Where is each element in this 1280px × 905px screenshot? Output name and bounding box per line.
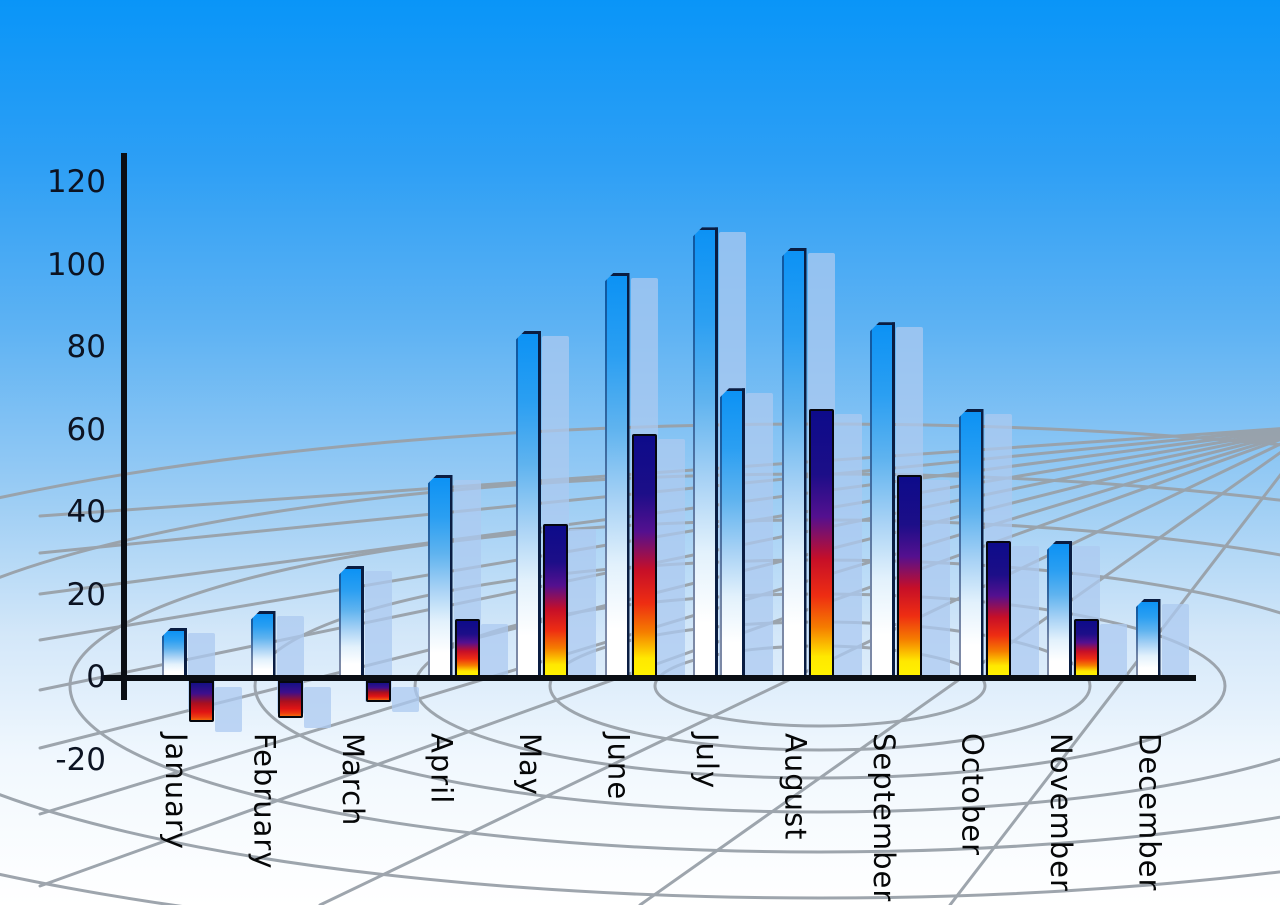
- bar-secondary-october: [985, 540, 1011, 677]
- bar-primary-february: [250, 611, 276, 677]
- x-label-february: February: [247, 733, 282, 870]
- y-tick-label-20: 20: [66, 576, 106, 613]
- y-tick-label-120: 120: [46, 164, 106, 200]
- x-label-may: May: [513, 733, 547, 796]
- y-tick-label--20: -20: [55, 741, 106, 778]
- y-tick-label-60: 60: [66, 411, 106, 448]
- bar-secondary-shadow-january: [215, 687, 242, 733]
- x-label-september: September: [867, 733, 901, 903]
- y-tick-label-0: 0: [86, 659, 106, 695]
- bar-secondary-shadow-april: [480, 624, 508, 678]
- bar-primary-october: [958, 408, 984, 677]
- y-axis-line: [121, 153, 127, 700]
- x-label-november: November: [1044, 733, 1078, 892]
- bar-primary-april: [427, 474, 453, 677]
- bar-primary-may: [516, 330, 541, 677]
- bar-secondary-february: [277, 681, 303, 719]
- bar-primary-shadow-december: [1161, 603, 1189, 678]
- x-label-january: January: [159, 733, 193, 850]
- bar-secondary-april: [454, 619, 480, 677]
- y-tick-label-40: 40: [66, 494, 106, 530]
- bar-secondary-shadow-august: [834, 413, 862, 678]
- bar-secondary-august: [808, 408, 834, 677]
- bar-secondary-shadow-february: [303, 687, 331, 729]
- bar-secondary-shadow-june: [657, 438, 685, 678]
- bar-secondary-june: [631, 433, 657, 677]
- y-tick-label-100: 100: [46, 246, 106, 283]
- bar-primary-march: [339, 565, 364, 677]
- bar-secondary-march: [366, 681, 391, 702]
- bar-secondary-september: [897, 474, 922, 677]
- bar-primary-january: [162, 627, 187, 677]
- x-axis-line: [118, 675, 1196, 681]
- bar-secondary-july: [720, 388, 745, 677]
- bar-primary-june: [604, 272, 630, 677]
- bar-primary-august: [781, 248, 807, 677]
- x-label-april: April: [424, 733, 459, 805]
- x-label-march: March: [336, 733, 370, 827]
- x-label-august: August: [778, 733, 813, 841]
- bar-secondary-shadow-july: [746, 393, 773, 678]
- bar-secondary-shadow-september: [923, 479, 950, 678]
- x-label-july: July: [690, 733, 724, 790]
- bar-secondary-may: [543, 524, 568, 677]
- y-tick-label-80: 80: [66, 329, 106, 365]
- bar-secondary-shadow-march: [392, 687, 419, 712]
- bar-secondary-shadow-november: [1100, 624, 1127, 678]
- bar-primary-july: [693, 227, 718, 677]
- bar-primary-december: [1135, 598, 1161, 677]
- x-label-october: October: [955, 733, 990, 857]
- bar-secondary-shadow-may: [569, 529, 596, 678]
- x-label-december: December: [1132, 733, 1167, 892]
- zero-tick: [101, 675, 118, 681]
- bar-secondary-november: [1074, 619, 1099, 677]
- x-label-june: June: [601, 733, 636, 801]
- bar-secondary-shadow-october: [1011, 545, 1039, 678]
- bar-primary-november: [1047, 540, 1072, 677]
- bar-primary-september: [870, 322, 895, 677]
- bar-secondary-january: [189, 681, 214, 723]
